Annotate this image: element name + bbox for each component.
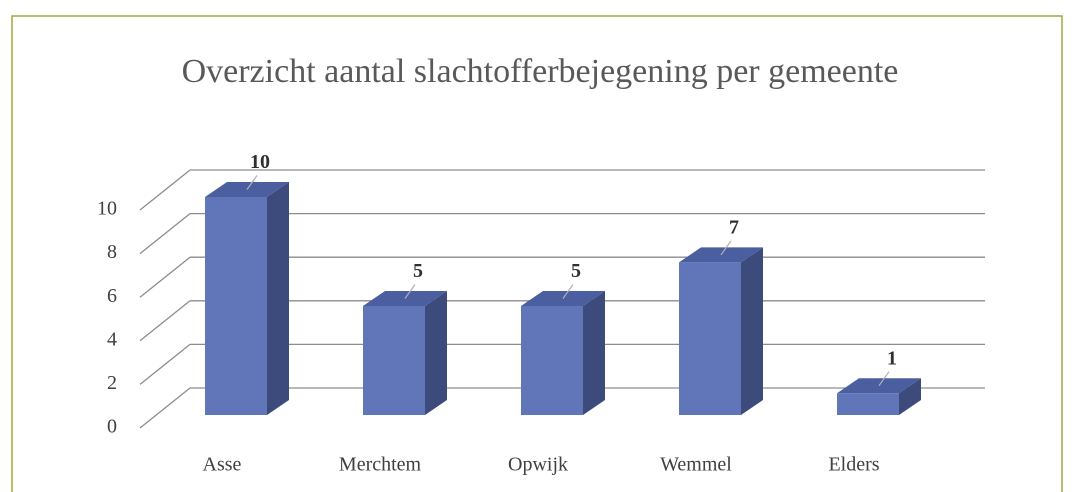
grid-line-depth [139, 169, 191, 211]
value-label: 7 [729, 216, 739, 238]
y-tick-label: 4 [107, 328, 117, 350]
x-tick-label: Opwijk [508, 454, 568, 476]
bar-side [267, 182, 289, 415]
value-label: 5 [571, 260, 581, 282]
bar [521, 291, 605, 415]
bar [679, 247, 763, 415]
bar-front [363, 306, 425, 415]
bar-side [583, 291, 605, 415]
bar-front [837, 393, 899, 415]
leader-line [878, 371, 890, 387]
x-tick-label: Asse [203, 454, 242, 476]
bar [837, 378, 921, 415]
leader-line [404, 284, 416, 299]
bar-side [741, 247, 763, 415]
bar-front [679, 262, 741, 415]
y-tick-label: 0 [107, 416, 117, 438]
y-tick-label: 6 [107, 285, 117, 307]
value-label: 1 [887, 347, 897, 369]
bar [205, 182, 289, 415]
chart-title: Overzicht aantal slachtofferbejegening p… [181, 53, 899, 90]
grid-line-depth [139, 387, 191, 429]
grid-line-depth [139, 213, 191, 255]
bar [363, 291, 447, 415]
leader-line [562, 284, 574, 299]
x-tick-label: Merchtem [339, 454, 422, 476]
y-tick-label: 8 [107, 241, 117, 263]
value-label: 10 [250, 151, 270, 173]
grid-line-depth [139, 300, 191, 342]
x-tick-label: Wemmel [660, 454, 732, 476]
y-tick-label: 2 [107, 372, 117, 394]
bar-front [521, 306, 583, 415]
leader-line [720, 240, 732, 256]
y-tick-label: 10 [97, 198, 117, 220]
grid-line-depth [139, 256, 191, 298]
grid-line-depth [139, 343, 191, 385]
bar-side [425, 291, 447, 415]
bar-side [899, 378, 921, 415]
value-label: 5 [413, 260, 423, 282]
chart-border [11, 15, 1063, 492]
leader-line [246, 175, 258, 190]
bar-front [205, 197, 267, 415]
x-tick-label: Elders [828, 454, 879, 476]
